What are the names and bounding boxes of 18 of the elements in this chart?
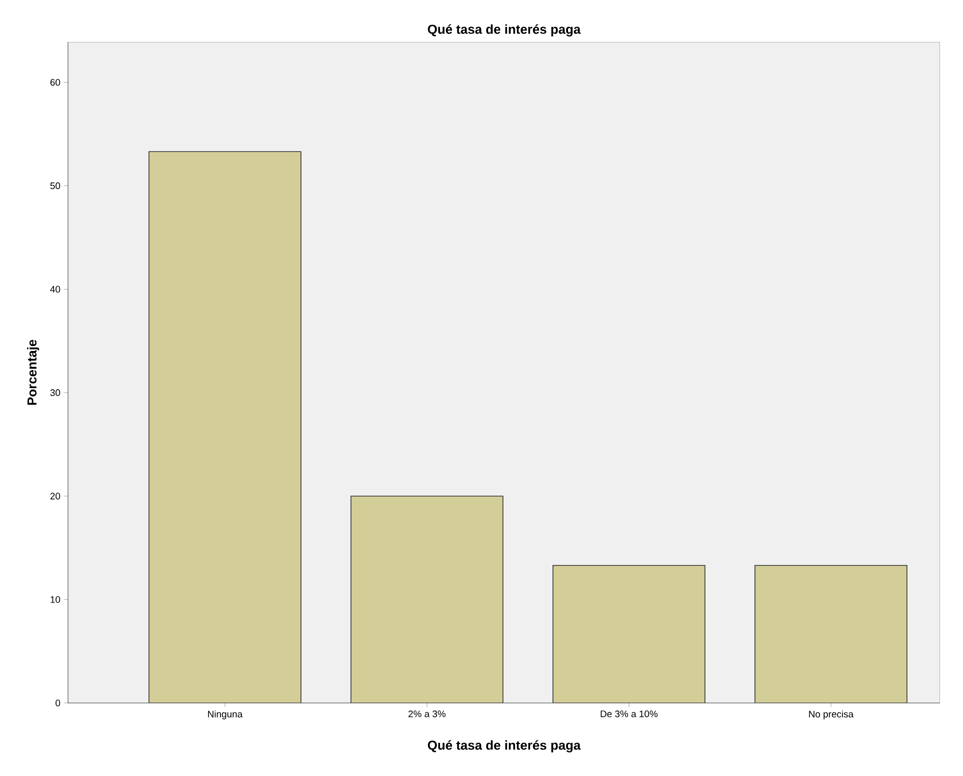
x-tick-label: 2% a 3% [408,710,446,718]
bar [754,565,908,703]
x-axis-title: Qué tasa de interés paga [428,740,581,752]
y-tick-label: 30 [50,389,60,396]
y-tick-label: 20 [50,492,60,500]
y-tick-label: 0 [56,700,60,706]
y-tick-label: 40 [50,286,60,293]
y-tick-label: 60 [50,78,60,86]
bar [350,496,504,703]
bar [552,565,706,703]
x-tick-label: No precisa [809,710,854,720]
x-tick-label: Ninguna [208,710,243,720]
y-axis-title: Porcentaje [27,340,40,405]
y-tick-label: 10 [50,596,60,603]
bar [148,151,302,703]
y-tick-label: 50 [50,182,60,190]
chart-title: Qué tasa de interés paga [428,24,581,36]
x-tick-label: De 3% a 10% [600,710,658,718]
